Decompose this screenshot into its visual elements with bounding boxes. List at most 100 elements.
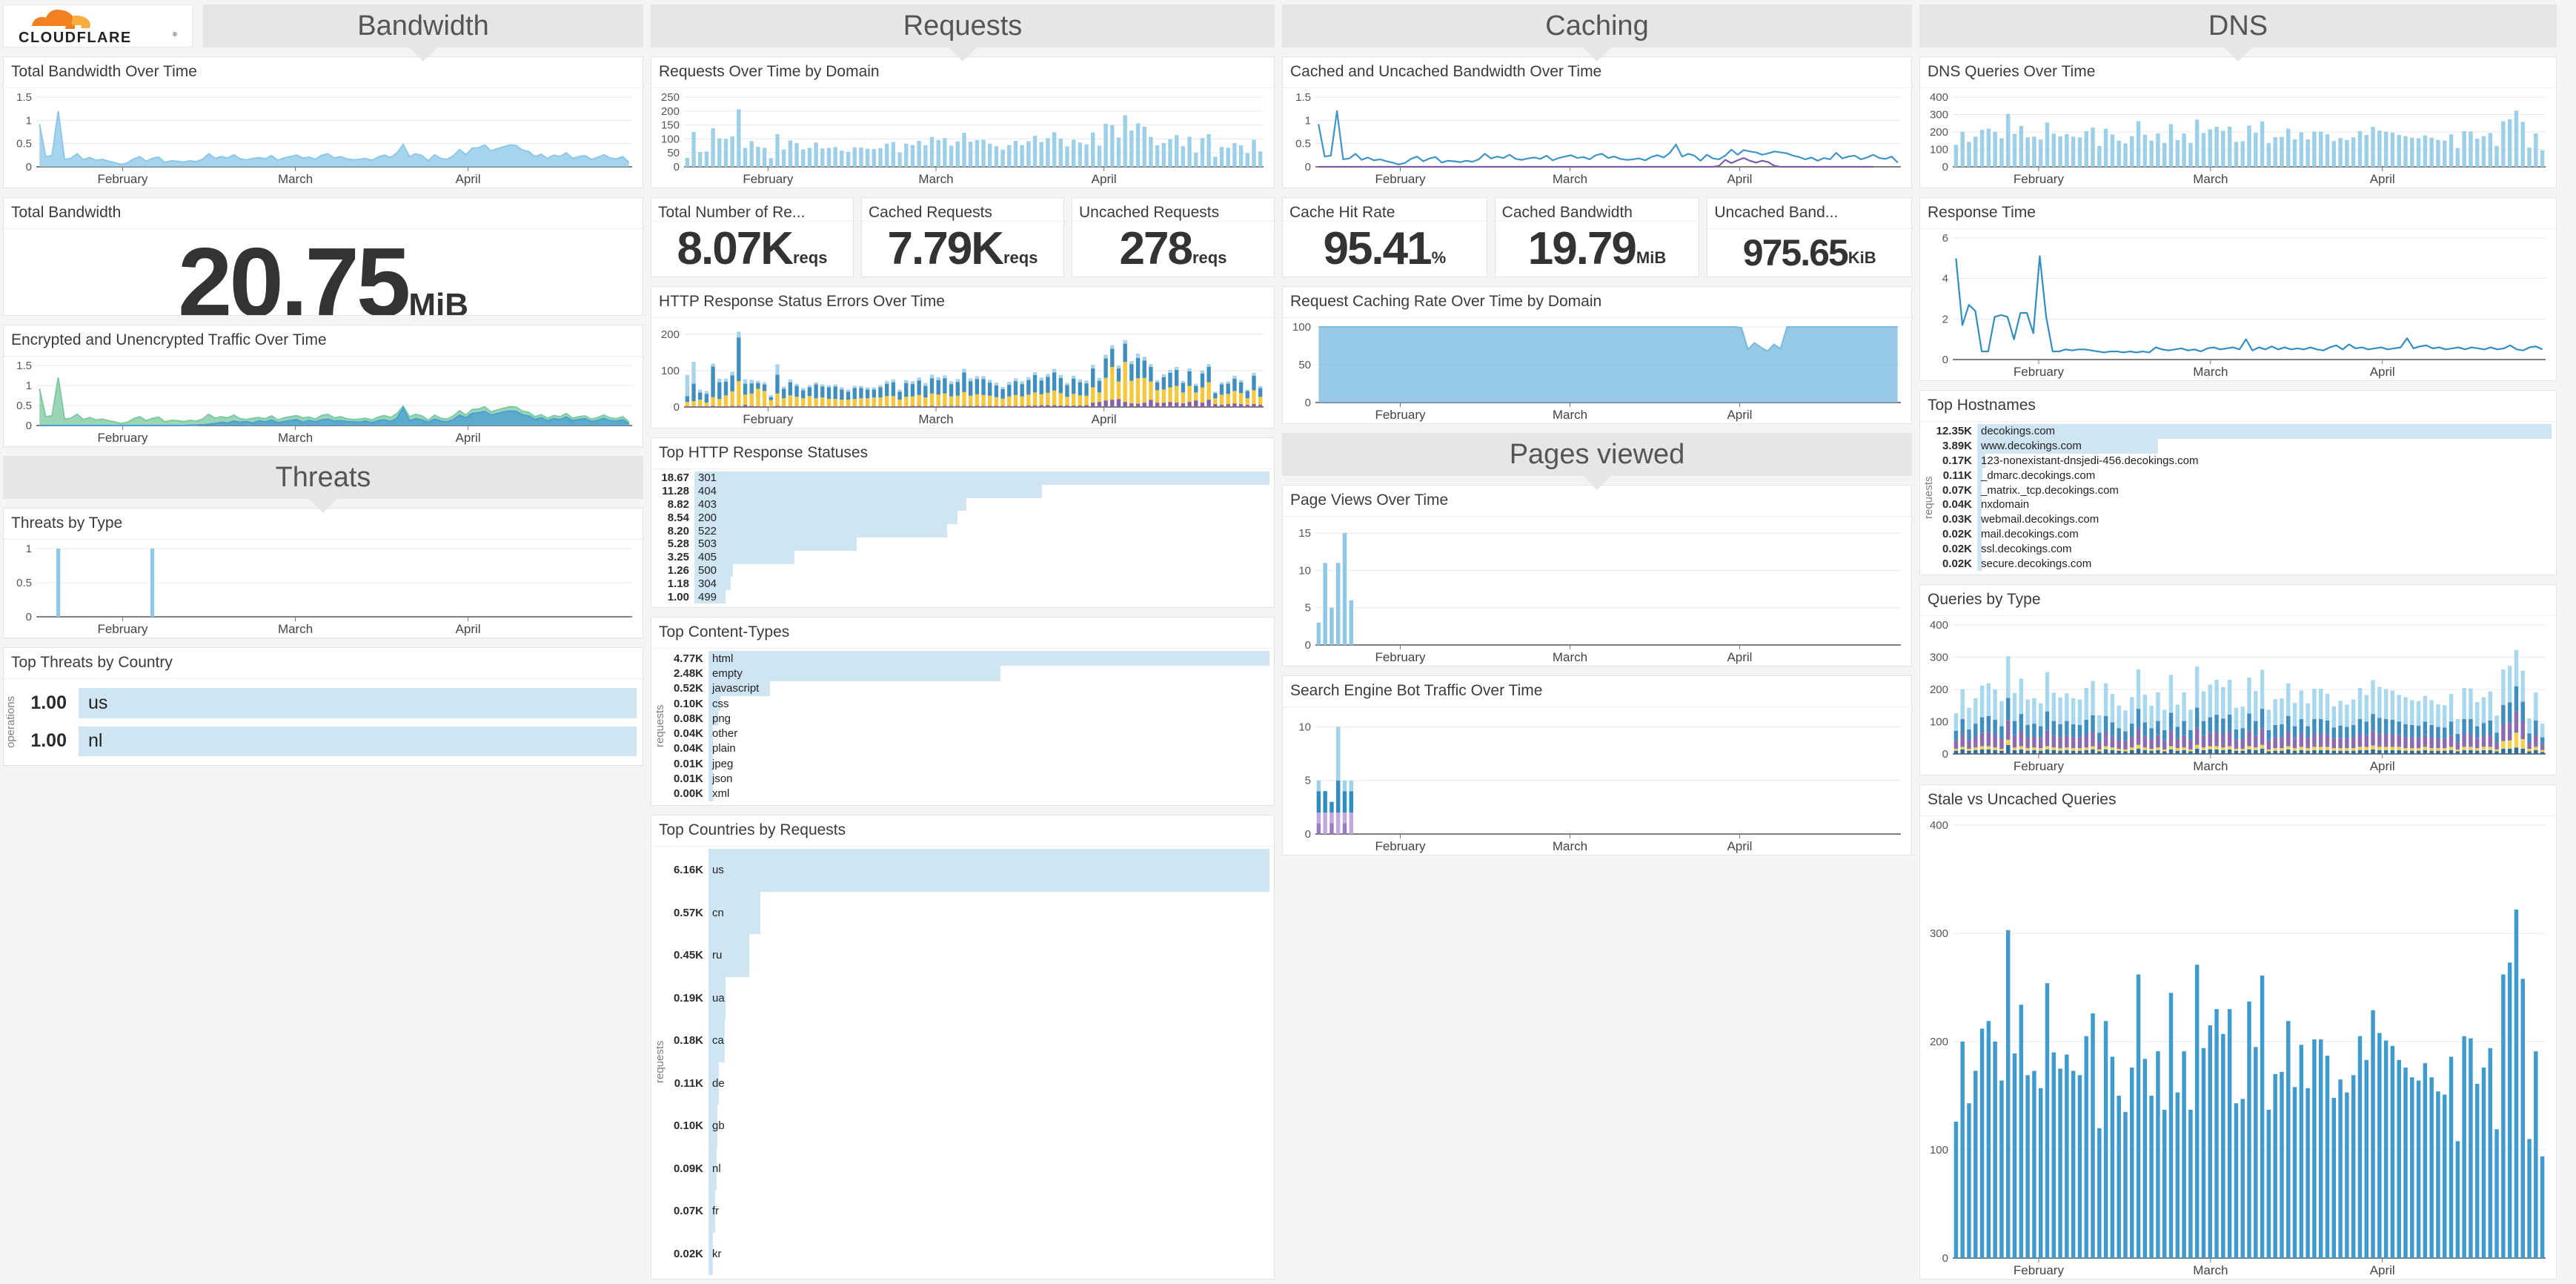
list-item[interactable]: 6.16K us bbox=[667, 849, 1269, 892]
list-item[interactable]: 8.54 200 bbox=[653, 511, 1269, 525]
list-item-value: 8.54 bbox=[667, 511, 689, 524]
section-tab-pages-viewed[interactable]: Pages viewed bbox=[1282, 433, 1912, 476]
list-item-value: 0.02K bbox=[1942, 542, 1972, 555]
section-tab-caching[interactable]: Caching bbox=[1282, 4, 1912, 47]
list-item-bar bbox=[708, 695, 720, 712]
list-item-bar bbox=[708, 976, 726, 1019]
list-item[interactable]: 1.00 499 bbox=[653, 590, 1269, 603]
list-top-hostnames[interactable]: requests 12.35K decokings.com 3.89K www.dec… bbox=[1920, 422, 2556, 575]
list-item[interactable]: 4.77K html bbox=[667, 651, 1269, 666]
list-top-countries[interactable]: requests 6.16K us 0.57K cn 0.45K ru 0.19K ua 0.1… bbox=[651, 847, 1274, 1279]
list-item[interactable]: 0.01K json bbox=[667, 771, 1269, 787]
chart-total-bandwidth-over-time[interactable]: 0 0.5 1 1.5 February March April bbox=[4, 88, 643, 188]
panel-title: Total Bandwidth bbox=[4, 198, 643, 229]
svg-text:0: 0 bbox=[1305, 639, 1311, 652]
list-item[interactable]: 0.08K png bbox=[667, 711, 1269, 727]
list-top-content-types[interactable]: requests 4.77K html 2.48K empty 0.52K javascr… bbox=[651, 649, 1274, 805]
list-item[interactable]: 0.09K nl bbox=[667, 1147, 1269, 1190]
list-item[interactable]: 0.18K ca bbox=[667, 1019, 1269, 1062]
list-item[interactable]: 8.82 403 bbox=[653, 497, 1269, 512]
list-item[interactable]: 0.52K javascript bbox=[667, 681, 1269, 696]
list-item[interactable]: 12.35K decokings.com bbox=[1936, 424, 2552, 439]
section-tab-requests[interactable]: Requests bbox=[651, 4, 1275, 47]
svg-text:March: March bbox=[2193, 1263, 2228, 1277]
panel-title: Top Content-Types bbox=[651, 618, 1274, 649]
metric-cached-bandwidth: Cached Bandwidth 19.79 MiB bbox=[1494, 197, 1700, 277]
list-item-bar bbox=[708, 1062, 719, 1105]
list-item[interactable]: 1.18 304 bbox=[653, 577, 1269, 591]
metric-unit: MiB bbox=[408, 287, 468, 315]
list-item-value: 0.07K bbox=[673, 1205, 703, 1218]
list-item[interactable]: 0.10K gb bbox=[667, 1105, 1269, 1148]
svg-text:April: April bbox=[2370, 759, 2395, 773]
chart-http-errors-over-time[interactable]: 0 100 200 February March April bbox=[651, 318, 1274, 428]
chart-page-views-over-time[interactable]: 0 5 10 15 February March April bbox=[1283, 517, 1911, 666]
list-item[interactable]: 0.02K kr bbox=[667, 1232, 1269, 1275]
section-tab-bandwidth[interactable]: Bandwidth bbox=[203, 4, 643, 47]
list-item[interactable]: 1.00 us bbox=[19, 688, 637, 718]
chart-queries-by-type[interactable]: 0 100 200 300 400 February March April bbox=[1920, 616, 2556, 775]
svg-text:March: March bbox=[2193, 759, 2228, 773]
chart-stale-vs-uncached[interactable]: 0 100 200 300 400 February March April bbox=[1920, 816, 2556, 1279]
chart-cached-uncached-bandwidth[interactable]: 0 0.5 1 1.5 February March April bbox=[1283, 88, 1911, 188]
chart-canvas: 0 100 200 300 400 February March April bbox=[1920, 616, 2556, 775]
panel-title: Search Engine Bot Traffic Over Time bbox=[1283, 676, 1911, 707]
list-item-label: ru bbox=[712, 949, 723, 962]
chart-encrypted-traffic[interactable]: 0 0.5 1 1.5 February March April bbox=[4, 357, 643, 446]
svg-text:March: March bbox=[278, 172, 313, 186]
list-item[interactable]: 0.07K fr bbox=[667, 1190, 1269, 1233]
svg-text:10: 10 bbox=[1298, 721, 1311, 733]
svg-text:February: February bbox=[98, 622, 149, 636]
list-item-bar bbox=[694, 590, 726, 603]
chart-response-time[interactable]: 0 2 4 6 February March April bbox=[1920, 229, 2556, 380]
list-item[interactable]: 0.02K ssl.decokings.com bbox=[1936, 541, 2552, 557]
svg-text:February: February bbox=[2014, 172, 2065, 186]
list-item[interactable]: 0.04K other bbox=[667, 726, 1269, 741]
chart-request-caching-rate[interactable]: 0 50 100 February March April bbox=[1283, 318, 1911, 423]
chart-dns-queries-over-time[interactable]: 0 100 200 300 400 February March April bbox=[1920, 88, 2556, 188]
list-item-bar bbox=[694, 577, 731, 591]
list-item[interactable]: 18.67 301 bbox=[653, 471, 1269, 485]
list-item[interactable]: 0.57K cn bbox=[667, 891, 1269, 934]
chart-threats-by-type[interactable]: 0 0.5 1 February March April bbox=[4, 540, 643, 638]
svg-text:April: April bbox=[2370, 1263, 2395, 1277]
list-item[interactable]: 3.89K www.decokings.com bbox=[1936, 438, 2552, 454]
list-item[interactable]: 2.48K empty bbox=[667, 666, 1269, 681]
list-item[interactable]: 0.19K ua bbox=[667, 976, 1269, 1019]
chart-canvas: 0 0.5 1 February March April bbox=[4, 540, 643, 638]
list-item[interactable]: 3.25 405 bbox=[653, 550, 1269, 564]
list-item[interactable]: 0.11K _dmarc.decokings.com bbox=[1936, 468, 2552, 483]
list-item[interactable]: 1.26 500 bbox=[653, 563, 1269, 578]
list-top-threats-by-country[interactable]: operations 1.00 us 1.00 nl bbox=[4, 679, 643, 765]
svg-text:200: 200 bbox=[1930, 1036, 1948, 1048]
list-top-http-statuses[interactable]: 18.67 301 11.28 404 8.82 403 8.54 200 8.20 522 5.2… bbox=[651, 469, 1274, 607]
list-item-bar bbox=[1977, 541, 1982, 557]
section-tab-dns[interactable]: DNS bbox=[1919, 4, 2557, 47]
list-item-label: javascript bbox=[712, 682, 760, 695]
section-tab-threats[interactable]: Threats bbox=[3, 456, 643, 499]
list-item[interactable]: 5.28 503 bbox=[653, 537, 1269, 551]
list-item-value: 0.52K bbox=[673, 682, 703, 695]
list-item[interactable]: 0.04K nxdomain bbox=[1936, 497, 2552, 512]
svg-text:April: April bbox=[456, 172, 481, 186]
list-item[interactable]: 0.00K xml bbox=[667, 786, 1269, 801]
list-item[interactable]: 0.07K _matrix._tcp.decokings.com bbox=[1936, 483, 2552, 497]
list-item-bar-wrap: us bbox=[708, 849, 1269, 892]
chart-requests-over-time[interactable]: 0 50 100 150 200 250 February March April bbox=[651, 88, 1274, 188]
list-item[interactable]: 0.01K jpeg bbox=[667, 756, 1269, 772]
list-item[interactable]: 11.28 404 bbox=[653, 484, 1269, 498]
chart-bot-traffic-over-time[interactable]: 0 5 10 February March April bbox=[1283, 707, 1911, 855]
list-item[interactable]: 0.10K css bbox=[667, 695, 1269, 712]
list-item[interactable]: 8.20 522 bbox=[653, 524, 1269, 537]
list-item[interactable]: 0.04K plain bbox=[667, 741, 1269, 757]
list-item[interactable]: 0.11K de bbox=[667, 1062, 1269, 1105]
list-item-bar bbox=[708, 1105, 718, 1148]
list-item-bar bbox=[694, 524, 947, 537]
list-item-bar-wrap: css bbox=[708, 695, 1269, 712]
list-item[interactable]: 0.03K webmail.decokings.com bbox=[1936, 512, 2552, 527]
list-item[interactable]: 0.02K secure.decokings.com bbox=[1936, 556, 2552, 571]
list-item[interactable]: 0.45K ru bbox=[667, 934, 1269, 977]
list-item[interactable]: 1.00 nl bbox=[19, 726, 637, 756]
list-item[interactable]: 0.02K mail.decokings.com bbox=[1936, 526, 2552, 542]
list-item[interactable]: 0.17K 123-nonexistant-dnsjedi-456.decokin… bbox=[1936, 453, 2552, 469]
